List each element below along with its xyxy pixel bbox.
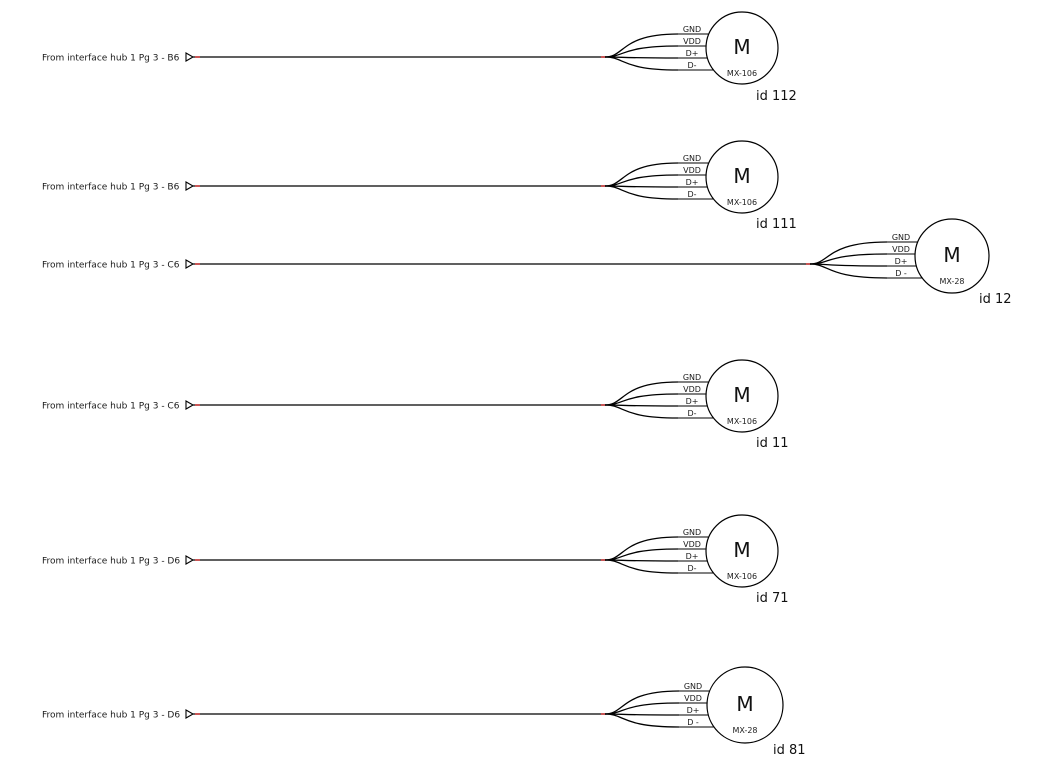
motor-symbol-letter: M: [733, 35, 750, 59]
bundle-lead: [604, 713, 680, 716]
motor-symbol-letter: M: [943, 243, 960, 267]
pin-label: VDD: [683, 37, 701, 46]
motor-circuit: From interface hub 1 Pg 3 - D6 GND VDD D+ D-…: [42, 514, 789, 606]
bundle-lead: [604, 559, 679, 562]
pin-label: GND: [892, 233, 910, 242]
motor-symbol-circle: [705, 359, 779, 433]
motor-id-label: id 71: [756, 591, 789, 606]
motor-circuit: From interface hub 1 Pg 3 - B6 GND VDD D+ D-…: [42, 11, 797, 104]
motor-symbol-circle: [705, 140, 779, 214]
motor-id-label: id 112: [756, 89, 797, 104]
pin-label: VDD: [683, 540, 701, 549]
pin-label: D+: [686, 552, 699, 561]
port-arrow-icon: [185, 709, 195, 719]
pin-label: D-: [687, 564, 696, 573]
pin-label: D+: [686, 49, 699, 58]
pin-label: VDD: [683, 385, 701, 394]
bundle-lead: [604, 559, 679, 574]
motor-symbol-circle: [914, 218, 990, 294]
source-connector-label: From interface hub 1 Pg 3 - D6: [42, 557, 180, 567]
motor-circuit: From interface hub 1 Pg 3 - B6 GND VDD D+ D-…: [42, 140, 797, 232]
pin-label: D-: [687, 190, 696, 199]
pin-label: VDD: [892, 245, 910, 254]
bundle-lead: [809, 241, 888, 265]
bundle-lead: [809, 263, 888, 279]
pin-label: D -: [687, 718, 699, 727]
pin-label: GND: [683, 25, 701, 34]
bundle-lead: [604, 56, 679, 71]
bundle-lead: [604, 393, 679, 406]
motor-model-label: MX-106: [727, 69, 757, 78]
motor-id-label: id 111: [756, 217, 797, 232]
port-arrow-icon: [185, 52, 195, 62]
bundle-lead: [604, 162, 679, 187]
motor-circuit: From interface hub 1 Pg 3 - C6 GND VDD D+ D …: [42, 218, 1012, 307]
motor-id-label: id 11: [756, 436, 789, 451]
motor-model-label: MX-28: [732, 726, 757, 735]
motor-model-label: MX-28: [939, 277, 964, 286]
bundle-lead: [604, 185, 679, 200]
pin-label: D -: [895, 269, 907, 278]
bundle-lead: [604, 690, 680, 715]
motor-symbol-letter: M: [733, 383, 750, 407]
pin-label: GND: [684, 682, 702, 691]
pin-label: GND: [683, 373, 701, 382]
pin-label: D-: [687, 61, 696, 70]
pin-label: VDD: [683, 166, 701, 175]
motor-symbol-circle: [706, 666, 784, 744]
pin-label: D+: [686, 397, 699, 406]
motor-model-label: MX-106: [727, 417, 757, 426]
bundle-lead: [604, 404, 679, 407]
port-arrow-icon: [185, 555, 195, 565]
bundle-lead: [604, 404, 679, 419]
port-arrow-icon: [185, 400, 195, 410]
bundle-lead: [604, 45, 679, 58]
bundle-lead: [604, 381, 679, 406]
motor-model-label: MX-106: [727, 572, 757, 581]
source-connector-label: From interface hub 1 Pg 3 - C6: [42, 261, 180, 271]
pin-label: VDD: [684, 694, 702, 703]
bundle-lead: [604, 56, 679, 59]
pin-label: D-: [687, 409, 696, 418]
motor-symbol-circle: [705, 11, 779, 85]
port-arrow-icon: [185, 259, 195, 269]
bundle-lead: [604, 713, 680, 728]
motor-symbol-circle: [705, 514, 779, 588]
bundle-lead: [604, 185, 679, 188]
pin-label: GND: [683, 528, 701, 537]
motor-model-label: MX-106: [727, 198, 757, 207]
motor-circuit: From interface hub 1 Pg 3 - D6 GND VDD D+ D …: [42, 666, 806, 758]
motor-id-label: id 12: [979, 292, 1012, 307]
bundle-lead: [604, 548, 679, 561]
motor-symbol-letter: M: [736, 692, 753, 716]
motor-symbol-letter: M: [733, 164, 750, 188]
bundle-lead: [604, 536, 679, 561]
source-connector-label: From interface hub 1 Pg 3 - D6: [42, 711, 180, 721]
pin-label: D+: [895, 257, 908, 266]
bundle-lead: [604, 33, 679, 58]
motor-symbol-letter: M: [733, 538, 750, 562]
pin-label: GND: [683, 154, 701, 163]
source-connector-label: From interface hub 1 Pg 3 - B6: [42, 54, 180, 64]
bundle-lead: [604, 174, 679, 187]
pin-label: D+: [686, 178, 699, 187]
port-arrow-icon: [185, 181, 195, 191]
pin-label: D+: [687, 706, 700, 715]
motor-circuit: From interface hub 1 Pg 3 - C6 GND VDD D+ D-…: [42, 359, 789, 451]
bundle-lead: [809, 253, 888, 265]
source-connector-label: From interface hub 1 Pg 3 - B6: [42, 183, 180, 193]
motor-id-label: id 81: [773, 743, 806, 758]
source-connector-label: From interface hub 1 Pg 3 - C6: [42, 402, 180, 412]
bundle-lead: [604, 702, 680, 715]
